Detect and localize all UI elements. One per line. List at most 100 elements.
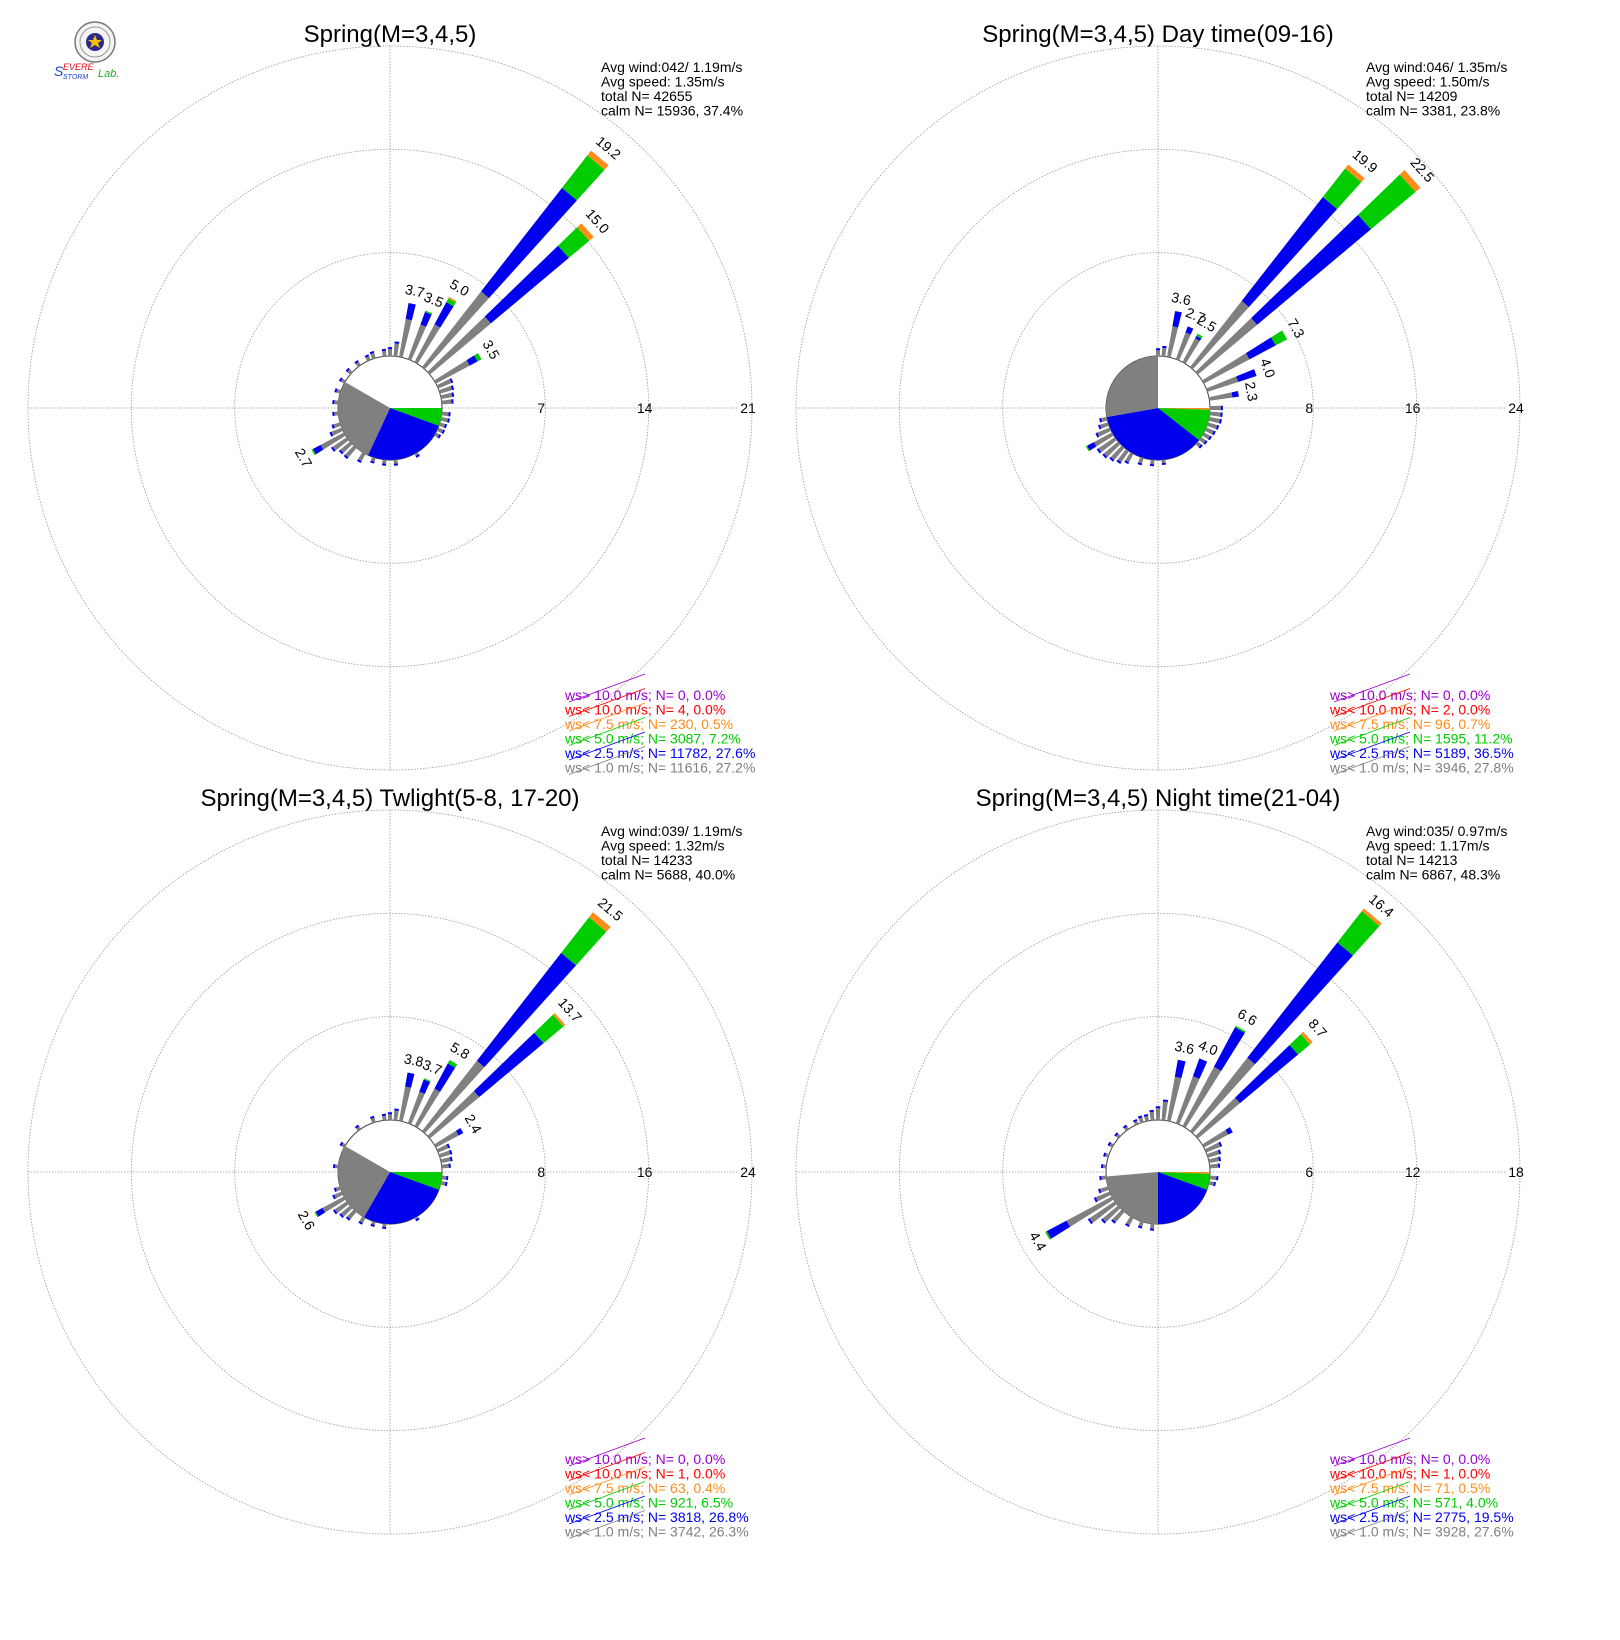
legend-strike: [568, 1452, 646, 1481]
stats-line: Avg speed: 1.32m/s: [601, 838, 724, 854]
rose-minor-bar: [1204, 427, 1214, 435]
rose-minor-bar: [1112, 1209, 1125, 1223]
rose-minor-bar: [1206, 1150, 1220, 1158]
calm-pie-slice: [1158, 1172, 1210, 1174]
rose-minor-bar-tip: [1212, 430, 1216, 436]
legend-entry: ws< 7.5 m/s; N= 96, 0.7%: [1329, 716, 1490, 732]
rose-bar-total-label: 2.7: [292, 445, 316, 470]
rose-minor-bar: [1204, 1142, 1221, 1153]
rose-minor-bar-tip: [329, 431, 334, 437]
rose-minor-bar-tip: [345, 1216, 351, 1221]
rose-bar-segment: [424, 310, 433, 315]
rose-minor-bar-tip: [333, 1187, 337, 1192]
rose-bar-segment: [476, 952, 577, 1068]
rose-bar-total-label: 2.6: [295, 1208, 319, 1233]
rose-minor-bar: [440, 1157, 451, 1163]
svg-text:Lab.: Lab.: [98, 68, 119, 80]
calm-pie-slice: [338, 1146, 390, 1218]
calm-pie-slice: [368, 408, 439, 460]
rose-minor-bar-tip: [381, 463, 387, 466]
rose-minor-bar: [440, 1181, 446, 1186]
rose-minor-bar-tip: [446, 1143, 451, 1149]
rose-bar-total-label: 2.4: [462, 1111, 486, 1136]
rose-minor-bar: [336, 388, 342, 394]
rose-bar-segment: [1174, 1059, 1186, 1079]
rose-bar-segment: [1190, 300, 1249, 370]
rose-minor-bar-tip: [1124, 460, 1130, 465]
rose-minor-bar-tip: [332, 1164, 336, 1169]
legend-entry: ws< 7.5 m/s; N= 63, 0.4%: [564, 1480, 725, 1496]
rose-bar-segment: [552, 1012, 566, 1027]
calm-pie-slice: [390, 408, 442, 426]
stats-line: total N= 14209: [1366, 88, 1458, 104]
rose-minor-bar: [1124, 1126, 1129, 1132]
rose-minor-bar-tip: [1198, 444, 1203, 449]
rose-bar-segment: [422, 1060, 485, 1134]
panel-title: Spring(M=3,4,5) Twlight(5-8, 17-20): [200, 785, 579, 812]
rose-bar-segment: [1206, 376, 1239, 392]
rose-minor-bar-tip: [415, 1217, 420, 1222]
rose-bar-segment: [399, 318, 412, 358]
rose-minor-bar-tip: [1124, 1223, 1130, 1228]
rose-minor-bar: [441, 1175, 447, 1180]
rose-bar-segment: [1195, 1097, 1241, 1139]
rose-bar-segment: [1195, 335, 1202, 341]
legend-strike: [568, 746, 646, 775]
rose-minor-bar-tip: [1098, 1188, 1102, 1194]
ring-label: 14: [637, 400, 653, 416]
legend-entry: ws< 5.0 m/s; N= 921, 6.5%: [564, 1495, 733, 1511]
rose-minor-bar: [370, 456, 376, 462]
rose-minor-bar: [1195, 441, 1202, 448]
ring-label: 21: [740, 400, 756, 416]
rose-minor-bar-tip: [1137, 1115, 1143, 1119]
rose-bar-segment: [422, 291, 489, 370]
rose-minor-bar: [1161, 459, 1166, 464]
legend-strike: [1333, 1495, 1411, 1525]
rose-bar-segment: [448, 296, 457, 303]
rose-minor-bar-tip: [394, 1108, 399, 1111]
rose-bar-segment: [1185, 326, 1194, 335]
rose-minor-bar: [333, 422, 342, 429]
stats-line: total N= 14213: [1366, 852, 1458, 868]
stats-line: Avg speed: 1.50m/s: [1366, 74, 1489, 90]
rose-bar-segment: [1175, 1076, 1200, 1125]
rose-minor-bar-tip: [441, 429, 446, 435]
rose-minor-bar-tip: [356, 459, 362, 464]
rose-bar-segment: [484, 245, 569, 324]
calm-pie-slice: [1158, 1172, 1207, 1224]
rose-bar-total-label: 2.3: [1242, 381, 1261, 403]
rose-minor-bar-tip: [332, 1209, 338, 1215]
rose-bar-segment: [1236, 369, 1257, 382]
rose-minor-bar: [1155, 350, 1161, 357]
calm-circle: [1105, 355, 1211, 461]
ring-label: 16: [1405, 400, 1421, 416]
stats-line: Avg wind:042/ 1.19m/s: [601, 59, 742, 75]
legend-strike: [1333, 1466, 1411, 1496]
rose-bar-segment: [1245, 337, 1276, 360]
rose-minor-bar: [359, 1216, 366, 1223]
rose-bar-segment: [1167, 326, 1179, 358]
rose-minor-bar: [393, 459, 398, 464]
rose-minor-bar: [371, 1220, 376, 1226]
legend-strike: [1333, 746, 1411, 775]
rose-minor-bar: [370, 352, 376, 360]
rose-minor-bar: [441, 1163, 449, 1169]
rose-minor-bar-tip: [1220, 405, 1223, 411]
rose-minor-bar-tip: [1203, 440, 1208, 445]
stats-line: total N= 14233: [601, 852, 693, 868]
rose-minor-bar: [440, 392, 453, 399]
rose-bar-segment: [434, 1063, 456, 1092]
rose-minor-bar: [1209, 1175, 1217, 1181]
rose-bar-segment: [1289, 1034, 1310, 1055]
rose-bar-segment: [427, 316, 491, 375]
rose-bar-segment: [419, 1079, 431, 1094]
rose-bar-segment: [558, 227, 590, 258]
rose-minor-bar-tip: [1099, 418, 1102, 423]
rose-minor-bar-tip: [1096, 448, 1102, 454]
rose-bar-segment: [1213, 1027, 1245, 1071]
rose-minor-bar-tip: [449, 378, 454, 384]
rose-minor-bar: [434, 432, 440, 438]
rose-bar-total-label: 3.6: [1173, 1038, 1196, 1058]
rose-minor-bar-tip: [1087, 1218, 1093, 1225]
rose-bar-segment: [1251, 214, 1371, 325]
